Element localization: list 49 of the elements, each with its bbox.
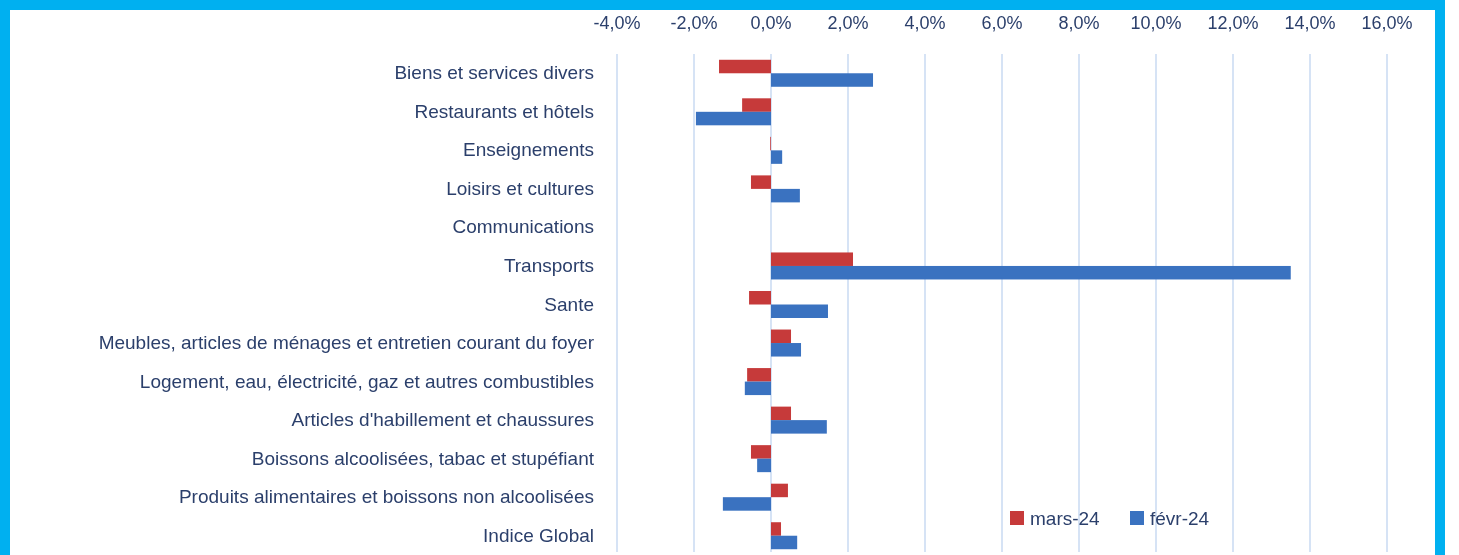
y-tick-label: Meubles, articles de ménages et entretien courant du foyer bbox=[98, 332, 595, 354]
bar bbox=[771, 73, 874, 87]
y-tick-label: Produits alimentaires et boissons non alcoolisées bbox=[178, 486, 594, 508]
bar bbox=[771, 188, 800, 203]
y-tick-label: Loisirs et cultures bbox=[446, 177, 594, 199]
bar bbox=[771, 406, 792, 421]
bar bbox=[771, 304, 828, 318]
y-tick-label: Enseignements bbox=[463, 139, 594, 161]
bar bbox=[719, 59, 771, 74]
y-tick-label: Communications bbox=[452, 216, 594, 238]
y-tick-label: Transports bbox=[503, 254, 594, 276]
bar bbox=[771, 150, 783, 164]
x-tick-label: 14,0% bbox=[1284, 13, 1336, 33]
y-tick-label: Logement, eau, électricité, gaz et autres combustibles bbox=[139, 370, 594, 392]
y-tick-label: Boissons alcoolisées, tabac et stupéfiant bbox=[251, 447, 595, 469]
bar bbox=[722, 497, 771, 511]
bar bbox=[771, 265, 1291, 280]
x-tick-label: 12,0% bbox=[1207, 13, 1259, 33]
x-tick-label: 16,0% bbox=[1361, 13, 1413, 33]
x-tick-label: 6,0% bbox=[981, 13, 1023, 33]
bar bbox=[757, 458, 771, 473]
y-tick-label: Sante bbox=[544, 293, 594, 315]
y-tick-label: Indice Global bbox=[483, 524, 594, 546]
bar bbox=[771, 329, 792, 344]
bar bbox=[771, 522, 782, 536]
x-tick-label: 0,0% bbox=[750, 13, 792, 33]
x-tick-label: -2,0% bbox=[670, 13, 718, 33]
legend-label: mars-24 bbox=[1030, 508, 1101, 529]
legend-label: févr-24 bbox=[1150, 508, 1210, 529]
x-tick-label: 2,0% bbox=[827, 13, 869, 33]
bar bbox=[771, 420, 827, 434]
bar bbox=[771, 535, 798, 550]
bar bbox=[771, 252, 854, 266]
bar bbox=[771, 483, 788, 498]
bar bbox=[750, 175, 771, 189]
bar bbox=[742, 98, 771, 112]
y-tick-label: Biens et services divers bbox=[394, 62, 594, 84]
bar bbox=[747, 368, 771, 382]
y-tick-label: Restaurants et hôtels bbox=[414, 100, 594, 122]
y-tick-label: Articles d'habillement et chaussures bbox=[291, 409, 594, 431]
bar bbox=[750, 445, 771, 459]
bar bbox=[749, 291, 771, 305]
bar bbox=[744, 381, 771, 396]
x-tick-label: -4,0% bbox=[593, 13, 641, 33]
bar bbox=[695, 111, 771, 126]
x-tick-label: 8,0% bbox=[1058, 13, 1100, 33]
bar bbox=[771, 343, 802, 357]
x-tick-label: 10,0% bbox=[1130, 13, 1182, 33]
x-tick-label: 4,0% bbox=[904, 13, 946, 33]
